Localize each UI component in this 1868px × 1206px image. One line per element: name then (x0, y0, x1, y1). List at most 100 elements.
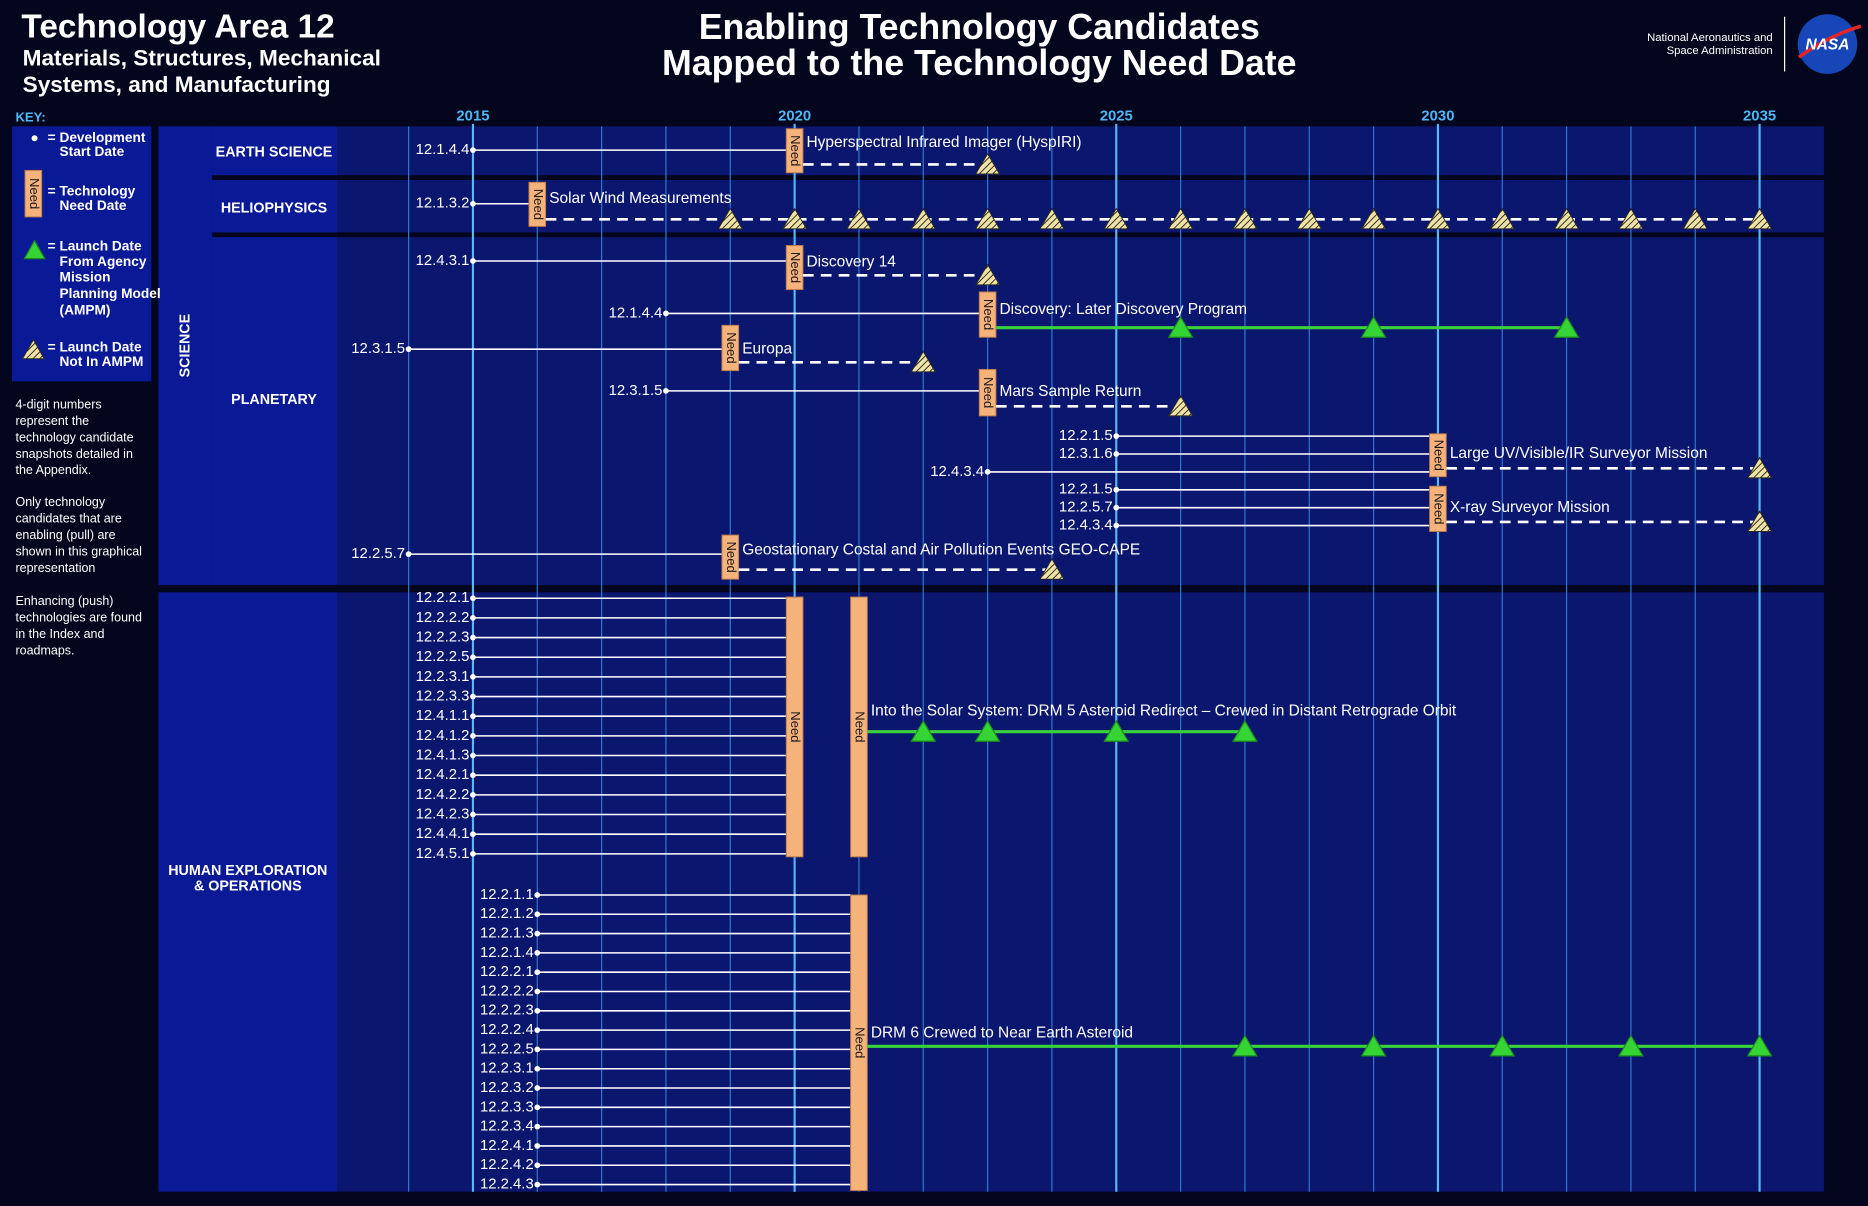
start-dot (534, 930, 541, 937)
launch-ampm (1489, 1034, 1516, 1057)
key-note: Only technology (15, 495, 105, 509)
key-text: = Launch Date (48, 340, 142, 355)
candidate-id: 12.1.3.2 (416, 196, 470, 212)
group-column (158, 592, 338, 1192)
start-dot (470, 752, 476, 759)
year-tick-label: 2020 (778, 109, 811, 125)
start-dot (470, 200, 476, 207)
start-dot (470, 615, 476, 621)
launch-not-ampm (781, 207, 808, 230)
year-tick-label: 2015 (456, 109, 489, 125)
mission-label: Geostationary Costal and Air Pollution E… (742, 542, 1140, 559)
candidate-id: 12.4.2.2 (416, 787, 470, 803)
start-dot (470, 792, 476, 798)
mission-label: Discovery: Later Discovery Program (1000, 301, 1248, 318)
need-box (850, 596, 868, 858)
start-dot (405, 346, 412, 353)
key-note: represent the (15, 414, 89, 428)
launch-not-ampm (1232, 207, 1258, 230)
need-text: Need (788, 135, 803, 166)
start-dot (534, 892, 541, 898)
group-column (158, 126, 213, 586)
candidate-id: 12.2.3.1 (480, 1061, 534, 1077)
mission-label: Discovery 14 (807, 253, 897, 270)
mission-label: Mars Sample Return (1000, 383, 1142, 400)
start-dot (534, 1181, 541, 1188)
plot-row (337, 592, 1824, 1192)
key-note: 4-digit numbers (15, 397, 101, 411)
agency: National Aeronautics and (1647, 32, 1773, 44)
key-text: = Development (48, 130, 146, 145)
start-dot (1113, 433, 1120, 440)
key-text: (AMPM) (60, 303, 111, 318)
need-text: Need (1431, 493, 1446, 524)
start-dot (470, 674, 476, 680)
candidate-id: 12.2.3.2 (480, 1080, 534, 1096)
candidate-id: 12.2.3.3 (416, 688, 470, 704)
need-box (528, 181, 547, 227)
logo (1797, 14, 1858, 74)
candidate-id: 12.4.3.4 (1059, 517, 1113, 533)
start-dot (534, 1027, 541, 1033)
start-dot (534, 1046, 541, 1053)
candidate-id: 12.1.4.4 (416, 142, 470, 158)
need-text: Need (788, 711, 803, 742)
candidate-id: 12.2.2.5 (480, 1041, 534, 1057)
mission-label: Solar Wind Measurements (549, 190, 731, 207)
candidate-id: 12.2.3.4 (480, 1119, 534, 1135)
candidate-id: 12.4.2.3 (416, 806, 470, 822)
candidate-id: 12.2.1.5 (1059, 482, 1113, 498)
launch-ampm (1553, 315, 1580, 338)
candidate-id: 12.2.1.4 (480, 945, 534, 961)
need-box (1429, 433, 1447, 478)
section-column (212, 126, 338, 176)
launch-not-ampm (1618, 207, 1644, 230)
section-label: PLANETARY (231, 392, 317, 408)
candidate-id: 12.2.2.1 (416, 590, 470, 606)
section-column (212, 179, 338, 233)
section-label: EARTH SCIENCE (216, 144, 333, 160)
key-note: Enhancing (push) (15, 594, 113, 608)
key-text: From Agency (60, 254, 147, 269)
candidate-id: 12.2.1.5 (1059, 428, 1113, 444)
key-text: = Launch Date (48, 238, 142, 253)
candidate-id: 12.2.4.1 (480, 1138, 534, 1154)
candidate-id: 12.2.1.3 (480, 926, 534, 942)
candidate-id: 12.4.1.1 (416, 708, 470, 724)
candidate-id: 12.2.2.3 (416, 629, 470, 645)
need-text: Need (27, 178, 42, 209)
launch-not-ampm (1682, 207, 1709, 230)
need-box (721, 534, 740, 580)
start-dot (534, 950, 541, 956)
start-dot (534, 969, 541, 976)
start-dot (534, 1007, 541, 1014)
year-tick-label: 2035 (1743, 109, 1776, 125)
key-note: roadmaps. (15, 643, 74, 657)
mission-label: Hyperspectral Infrared Imager (HyspIRI) (807, 134, 1082, 151)
start-dot (470, 713, 476, 720)
subtitle: Systems, and Manufacturing (23, 72, 331, 97)
start-dot (1113, 504, 1120, 511)
candidate-id: 12.2.5.7 (1059, 500, 1113, 516)
start-dot (984, 469, 991, 475)
candidate-id: 12.2.2.5 (416, 649, 470, 665)
need-box (721, 324, 740, 372)
candidate-id: 12.3.1.5 (609, 383, 663, 399)
launch-ampm (1231, 719, 1258, 742)
plot-row (337, 179, 1824, 233)
mission-label: Large UV/Visible/IR Surveyor Mission (1450, 445, 1708, 462)
key-note: the Appendix. (15, 463, 91, 477)
key-text: Need Date (60, 198, 127, 213)
launch-not-ampm (1489, 207, 1516, 230)
year-tick-label: 2025 (1100, 109, 1133, 125)
section-column (212, 237, 338, 586)
launch-not-ampm (1746, 510, 1773, 532)
launch-ampm (1360, 315, 1387, 338)
launch-not-ampm (1167, 394, 1194, 417)
need-box (785, 128, 804, 174)
start-dot (470, 147, 476, 154)
need-text: Need (852, 711, 867, 742)
launch-not-ampm (974, 263, 1001, 286)
logo-text: NASA (1806, 36, 1850, 53)
